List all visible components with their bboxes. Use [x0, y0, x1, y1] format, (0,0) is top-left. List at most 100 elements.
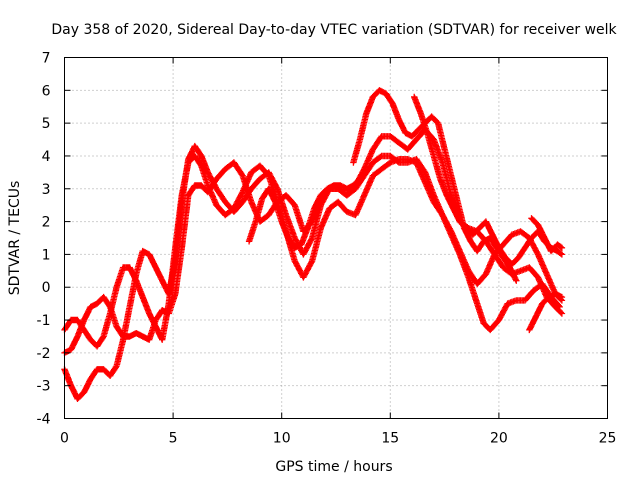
data-point — [96, 345, 98, 348]
data-point — [135, 332, 137, 334]
data-point — [561, 253, 563, 256]
data-point — [109, 375, 111, 377]
data-point — [135, 279, 137, 282]
data-point — [450, 194, 452, 197]
data-point — [424, 181, 426, 184]
data-point — [535, 315, 537, 318]
data-point — [76, 319, 79, 321]
data-point — [389, 161, 392, 164]
data-point — [498, 319, 500, 321]
data-point — [250, 201, 253, 203]
data-point — [391, 102, 394, 105]
data-point — [102, 296, 105, 298]
data-point — [515, 279, 518, 282]
data-point — [459, 220, 461, 223]
data-point — [404, 132, 407, 134]
data-point — [385, 92, 387, 95]
data-point — [524, 299, 526, 302]
data-points — [61, 87, 566, 402]
series-trace-7 — [528, 215, 566, 255]
data-point — [180, 194, 183, 197]
data-point — [259, 220, 261, 223]
data-point — [174, 292, 177, 295]
plot-frame — [64, 57, 608, 419]
data-point — [109, 312, 111, 315]
data-point — [419, 112, 422, 115]
data-point — [511, 263, 513, 266]
data-point — [215, 187, 218, 190]
data-point — [326, 187, 329, 190]
data-point — [280, 220, 283, 223]
grid — [64, 57, 608, 419]
data-point — [445, 194, 448, 197]
data-point — [141, 335, 144, 338]
data-point — [476, 250, 478, 252]
data-point — [548, 296, 550, 298]
data-point — [89, 378, 92, 380]
data-point — [128, 266, 131, 269]
y-tick-label: 4 — [42, 149, 51, 165]
data-point — [506, 302, 509, 305]
data-point — [161, 279, 164, 282]
data-point — [194, 155, 196, 157]
y-tick-label: 3 — [42, 182, 51, 198]
data-point — [333, 184, 335, 187]
data-point — [215, 204, 218, 206]
y-tick-label: -3 — [37, 379, 51, 395]
data-point — [530, 217, 533, 220]
data-point — [200, 165, 203, 167]
data-point — [83, 319, 85, 321]
data-point — [378, 89, 381, 92]
data-point — [491, 233, 494, 236]
series-trace-3 — [61, 152, 566, 350]
data-point — [346, 210, 348, 213]
series-trace-4 — [245, 175, 364, 251]
data-point — [352, 161, 355, 164]
data-point — [261, 197, 263, 200]
data-point — [380, 155, 383, 157]
data-point — [122, 266, 124, 269]
data-point — [161, 338, 164, 341]
data-point — [311, 260, 313, 262]
data-point — [502, 266, 505, 269]
data-point — [224, 168, 227, 170]
data-point — [411, 135, 413, 138]
data-point — [259, 165, 261, 167]
data-point — [302, 253, 305, 256]
data-point — [389, 155, 392, 157]
data-point — [313, 207, 316, 210]
data-point — [363, 168, 366, 170]
data-point — [415, 161, 418, 164]
data-point — [154, 325, 157, 328]
y-tick-label: 2 — [42, 215, 51, 231]
data-point — [450, 174, 452, 177]
data-point — [233, 161, 235, 164]
y-axis-label: SDTVAR / TECUs — [7, 181, 23, 296]
data-point — [306, 227, 309, 229]
data-point — [102, 335, 105, 338]
data-point — [83, 391, 85, 394]
data-point — [432, 201, 435, 203]
data-point — [554, 292, 557, 295]
data-point — [293, 247, 296, 249]
data-point — [339, 184, 342, 187]
data-point — [443, 148, 446, 151]
data-point — [398, 158, 400, 161]
data-point — [498, 247, 500, 249]
data-point — [287, 237, 290, 239]
data-point — [115, 325, 118, 328]
data-point — [459, 250, 461, 252]
data-point — [432, 138, 435, 141]
data-point — [413, 96, 415, 98]
data-point — [354, 214, 357, 216]
data-point — [293, 260, 296, 262]
data-point — [285, 214, 287, 216]
data-point — [537, 276, 539, 279]
data-point — [380, 168, 383, 170]
data-point — [456, 201, 459, 203]
data-point — [224, 201, 227, 203]
x-tick-label: 15 — [381, 431, 399, 447]
data-point — [89, 338, 92, 341]
data-point — [372, 96, 374, 98]
data-point — [406, 148, 409, 151]
